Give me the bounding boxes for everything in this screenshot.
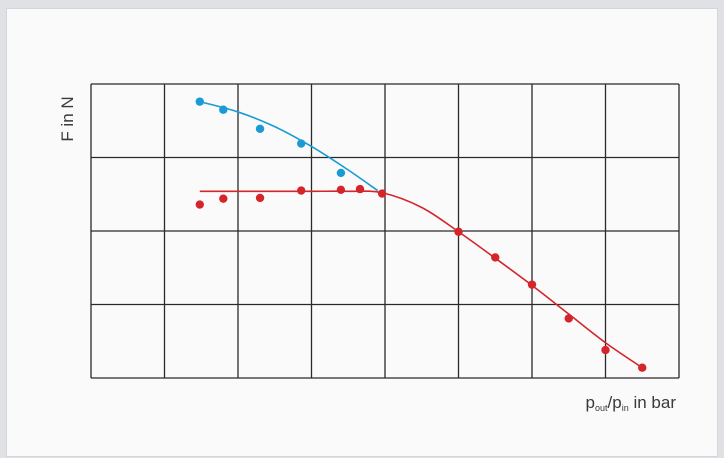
data-point-series-1: [219, 105, 228, 114]
chart-svg: F in N pout/pin in bar: [58, 83, 680, 413]
x-axis-var-1: p: [586, 393, 595, 412]
x-axis-label: pout/pin in bar: [586, 393, 677, 413]
data-point-series-2: [219, 194, 228, 203]
x-axis-unit: in bar: [629, 393, 677, 412]
y-axis-label: F in N: [58, 96, 77, 141]
data-point-series-2: [527, 280, 537, 289]
data-point-series-2: [336, 185, 346, 195]
data-point-series-1: [336, 168, 346, 178]
data-point-series-2: [255, 193, 265, 203]
data-point-series-1: [255, 124, 265, 134]
fit-lines: [199, 100, 643, 369]
data-point-series-1: [195, 97, 204, 106]
data-point-series-2: [297, 186, 306, 195]
data-point-series-2: [377, 189, 387, 198]
x-axis-sub-1: out: [595, 403, 608, 413]
chart-panel: F in N pout/pin in bar: [6, 8, 718, 457]
fit-line-series-1: [199, 100, 379, 192]
fit-line-series-2: [199, 190, 643, 369]
data-point-series-1: [297, 139, 306, 148]
data-point-series-2: [355, 184, 365, 194]
data-point-series-2: [601, 345, 610, 355]
data-points: [195, 97, 647, 372]
data-point-series-2: [195, 200, 204, 209]
data-point-series-2: [491, 253, 500, 262]
x-axis-separator: /: [608, 393, 613, 412]
data-point-series-2: [564, 314, 573, 323]
chart-grid: [90, 83, 680, 379]
data-point-series-2: [454, 227, 463, 236]
data-point-series-2: [638, 363, 647, 372]
x-axis-sub-2: in: [622, 403, 629, 413]
x-axis-var-2: p: [612, 393, 621, 412]
